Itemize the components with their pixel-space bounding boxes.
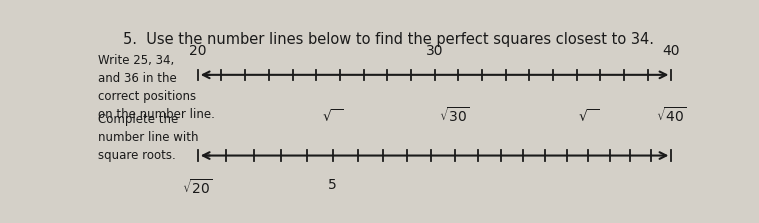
Text: 5.  Use the number lines below to find the perfect squares closest to 34.: 5. Use the number lines below to find th…: [124, 32, 654, 47]
Text: Write 25, 34,
and 36 in the
correct positions
on the number line.: Write 25, 34, and 36 in the correct posi…: [98, 54, 215, 121]
Text: Complete the
number line with
square roots.: Complete the number line with square roo…: [98, 113, 198, 162]
Text: 5: 5: [329, 178, 337, 192]
Text: $\sqrt{40}$: $\sqrt{40}$: [656, 106, 687, 125]
Text: 20: 20: [189, 44, 206, 58]
Text: $\sqrt{\enspace}$: $\sqrt{\enspace}$: [323, 108, 343, 125]
Text: $\sqrt{20}$: $\sqrt{20}$: [182, 178, 213, 197]
Text: 30: 30: [426, 44, 443, 58]
Text: 40: 40: [663, 44, 680, 58]
Text: $\sqrt{30}$: $\sqrt{30}$: [439, 106, 470, 125]
Text: $\sqrt{\enspace}$: $\sqrt{\enspace}$: [578, 108, 599, 125]
